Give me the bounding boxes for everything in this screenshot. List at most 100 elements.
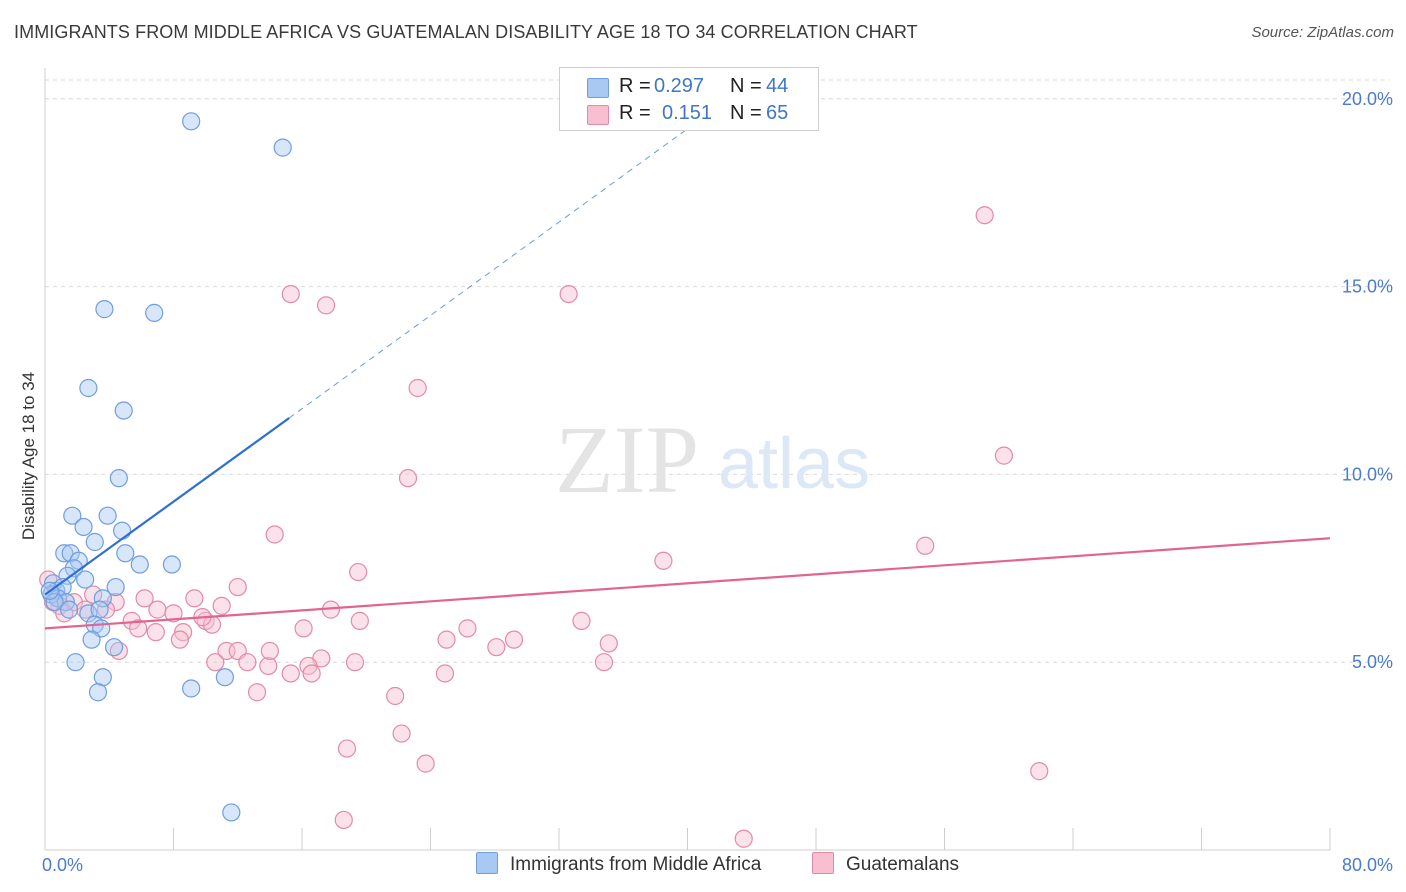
guatemalans-point bbox=[228, 577, 247, 597]
legend-n-value: 44 bbox=[766, 75, 789, 97]
guatemalans-point bbox=[435, 664, 455, 683]
trend-lines bbox=[44, 128, 1331, 630]
guatemalans-point bbox=[247, 683, 267, 702]
legend-swatch-blue bbox=[587, 78, 609, 98]
legend-swatch-pink bbox=[587, 105, 609, 125]
guatemalans-point bbox=[260, 641, 279, 661]
guatemalans-point bbox=[146, 623, 165, 642]
y-axis-title: Disability Age 18 to 34 bbox=[19, 372, 38, 540]
guatemalans-point bbox=[416, 754, 435, 773]
middle-africa-point bbox=[66, 653, 85, 672]
middle-africa-point bbox=[90, 600, 109, 619]
middle-africa-point bbox=[222, 803, 241, 822]
bottom-legend-swatch-blue bbox=[476, 852, 498, 874]
guatemalans-point bbox=[281, 284, 300, 304]
guatemalans-point bbox=[316, 296, 336, 315]
guatemalans-point bbox=[599, 634, 618, 653]
gridlines bbox=[45, 79, 1390, 663]
watermark-zip: ZIP bbox=[555, 406, 699, 513]
source-label: Source: ZipAtlas.com bbox=[1251, 24, 1394, 41]
guatemalans-point bbox=[487, 638, 506, 657]
guatemalans-point bbox=[265, 525, 284, 544]
middle-africa-point bbox=[130, 555, 149, 574]
guatemalans-point bbox=[654, 551, 673, 570]
guatemalans-point bbox=[302, 664, 321, 683]
guatemalans-point bbox=[1030, 762, 1049, 781]
middle-africa-point bbox=[215, 668, 234, 687]
guatemalans-point bbox=[185, 589, 204, 608]
guatemalans-point bbox=[559, 284, 578, 304]
guatemalans-point bbox=[96, 600, 116, 619]
x-tick-label: 0.0% bbox=[42, 855, 83, 875]
x-tick-label: 80.0% bbox=[1342, 855, 1393, 875]
guatemalans-point bbox=[504, 630, 524, 649]
guatemalans-point bbox=[408, 378, 427, 398]
legend-n-key: N = bbox=[730, 102, 762, 124]
guatemalans-point bbox=[345, 653, 365, 672]
middle-africa-point bbox=[85, 532, 104, 552]
legend-r-key: R = bbox=[619, 75, 651, 97]
guatemalans-point bbox=[206, 653, 225, 672]
bottom-legend-label: Guatemalans bbox=[846, 854, 960, 875]
middle-africa-point bbox=[45, 592, 64, 612]
guatemalans-point bbox=[437, 630, 456, 649]
middle-africa-point bbox=[182, 679, 201, 698]
guatemalans-point bbox=[349, 562, 368, 582]
middle-africa-point bbox=[76, 570, 95, 589]
middle-africa-point bbox=[112, 521, 132, 540]
guatemalans-trend-line bbox=[44, 537, 1331, 630]
guatemalans-point bbox=[164, 604, 183, 623]
guatemalans-point bbox=[148, 600, 167, 619]
guatemalans-point bbox=[259, 656, 278, 676]
middle-africa-point bbox=[106, 577, 125, 597]
middle-africa-point bbox=[116, 544, 135, 563]
guatemalans-point bbox=[386, 686, 405, 706]
watermark-atlas: atlas bbox=[718, 424, 870, 504]
legend-row-middle-africa: R = 0.297 N = 44 bbox=[560, 75, 818, 101]
guatemalans-point bbox=[129, 619, 148, 638]
guatemalans-point bbox=[170, 630, 190, 649]
axes bbox=[44, 68, 1331, 851]
middle-africa-point bbox=[182, 112, 201, 131]
legend-n-key: N = bbox=[730, 75, 762, 97]
stats-legend: R = 0.297 N = 44 R = 0.151 N = 65 bbox=[559, 67, 819, 131]
y-tick-label: 5.0% bbox=[1352, 652, 1393, 672]
guatemalans-points bbox=[39, 206, 1049, 848]
legend-r-value: 0.297 bbox=[654, 75, 705, 97]
middle-africa-point bbox=[109, 469, 128, 488]
legend-r-key: R = bbox=[619, 102, 651, 124]
y-tick-label: 15.0% bbox=[1342, 277, 1393, 297]
legend-r-value: 0.151 bbox=[662, 102, 713, 124]
middle-africa-point bbox=[104, 638, 124, 657]
guatemalans-point bbox=[398, 469, 418, 488]
middle-africa-point bbox=[162, 555, 181, 574]
guatemalans-point bbox=[392, 724, 411, 743]
middle-africa-point bbox=[145, 303, 164, 322]
middle-africa-point bbox=[79, 378, 98, 398]
middle-africa-point bbox=[93, 589, 112, 608]
guatemalans-point bbox=[458, 619, 477, 638]
guatemalans-point bbox=[572, 611, 591, 630]
guatemalans-point bbox=[238, 653, 257, 672]
guatemalans-point bbox=[994, 446, 1014, 465]
guatemalans-point bbox=[916, 536, 935, 555]
bottom-legend-middle-africa: Immigrants from Middle Africa bbox=[476, 852, 761, 876]
middle-africa-point bbox=[114, 401, 133, 420]
middle-africa-points bbox=[40, 112, 292, 822]
middle-africa-point bbox=[95, 300, 114, 319]
middle-africa-point bbox=[98, 506, 117, 525]
guatemalans-point bbox=[337, 739, 357, 758]
legend-n-value: 65 bbox=[766, 102, 789, 124]
middle-africa-point bbox=[59, 600, 79, 619]
middle-africa-point bbox=[79, 604, 98, 623]
guatemalans-point bbox=[281, 664, 300, 683]
y-tick-label: 10.0% bbox=[1342, 464, 1393, 484]
guatemalans-point bbox=[734, 829, 753, 848]
middle-africa-point bbox=[55, 544, 74, 563]
middle-africa-point bbox=[93, 668, 112, 687]
bottom-legend-guatemalans: Guatemalans bbox=[812, 852, 959, 876]
middle-africa-point bbox=[82, 630, 101, 649]
guatemalans-point bbox=[334, 810, 353, 830]
y-tick-label: 20.0% bbox=[1342, 89, 1393, 109]
